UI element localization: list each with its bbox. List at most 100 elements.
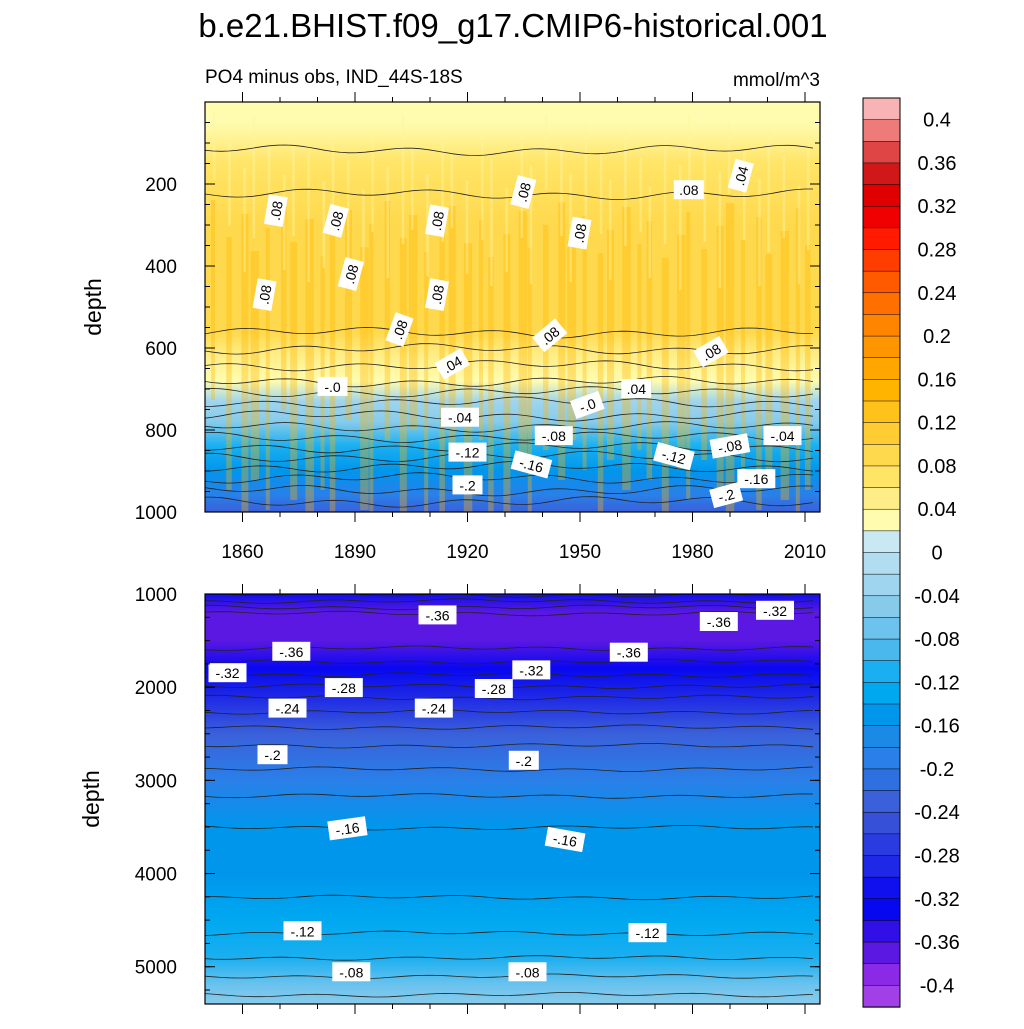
contour-label: .08 xyxy=(510,175,537,210)
texture-streak xyxy=(663,136,667,244)
y-tick-label: 2000 xyxy=(135,678,177,699)
contour-label-box xyxy=(418,605,457,625)
contour-line xyxy=(205,955,814,961)
contour-label: -.12 xyxy=(448,442,487,462)
contour-line xyxy=(205,766,814,772)
texture-streak xyxy=(765,254,773,470)
contour-label-text: .04 xyxy=(731,164,752,187)
contour-label-box xyxy=(327,816,368,841)
colorbar-swatch xyxy=(862,855,901,878)
contour-label: -.16 xyxy=(737,469,776,489)
contour-label: .08 xyxy=(425,278,449,312)
contour-label-box xyxy=(763,426,802,446)
contour-label-text: .08 xyxy=(326,209,347,232)
lower-panel-frame xyxy=(204,593,821,1005)
contour-label-text: -.0 xyxy=(324,379,341,395)
texture-streak xyxy=(529,166,533,284)
texture-streak xyxy=(805,245,811,490)
contour-label-text: -.36 xyxy=(617,645,641,661)
texture-streak xyxy=(527,248,532,512)
colorbar-swatch xyxy=(862,768,901,792)
contour-label: .08 xyxy=(673,180,704,200)
contour-label: -.32 xyxy=(512,660,551,680)
contour-label-text: -.0 xyxy=(577,395,598,416)
contour-label-box xyxy=(324,678,363,698)
texture-streak xyxy=(518,211,528,460)
texture-streak xyxy=(703,143,706,242)
contour-label-box xyxy=(425,278,449,312)
contour-label-box xyxy=(532,318,568,353)
texture-streak xyxy=(479,220,483,440)
contour-label: -.16 xyxy=(327,816,368,841)
texture-streak xyxy=(371,138,374,232)
texture-streak xyxy=(329,233,336,512)
colorbar-swatch xyxy=(862,487,901,510)
contour-label-text: -.36 xyxy=(707,614,731,630)
contour-line xyxy=(205,461,814,473)
contour-line xyxy=(205,421,814,433)
upper-panel: .08.08.08.08.08.08.04.08.08.08.08.08.08.… xyxy=(80,101,821,524)
contour-label-box xyxy=(252,278,277,312)
contour-line xyxy=(205,485,814,497)
texture-streak xyxy=(807,135,810,250)
texture-streak xyxy=(567,239,576,440)
colorbar-tick-label: -0.24 xyxy=(914,802,960,824)
contour-label-text: -.36 xyxy=(425,607,449,623)
contour-label: -.2 xyxy=(508,750,539,770)
texture-streak xyxy=(767,128,770,252)
contour-label-text: .08 xyxy=(679,182,699,198)
contour-label-text: -.04 xyxy=(770,428,794,444)
contour-label-text: -.08 xyxy=(339,964,363,980)
contour-label-box xyxy=(699,612,738,631)
texture-streak xyxy=(622,207,631,490)
contour-label: -.12 xyxy=(628,923,667,943)
contour-label: .08 xyxy=(385,312,414,347)
texture-streak xyxy=(741,240,745,480)
contour-label-box xyxy=(283,921,322,941)
contour-label-box xyxy=(609,642,648,662)
texture-streak xyxy=(782,157,786,238)
texture-streak xyxy=(384,201,391,440)
texture-streak xyxy=(797,186,801,284)
contour-label-text: -.32 xyxy=(519,662,543,678)
texture-streak xyxy=(243,168,246,272)
colorbar-tick-label: 0.24 xyxy=(918,283,957,305)
texture-streak xyxy=(758,179,761,286)
x-tick-label: 1980 xyxy=(671,542,713,563)
texture-streak xyxy=(369,224,374,512)
contour-label: .08 xyxy=(693,335,729,368)
contour-label: -.04 xyxy=(441,407,479,427)
contour-label-box xyxy=(567,216,592,250)
texture-streak xyxy=(241,214,249,512)
texture-streak xyxy=(607,230,614,460)
texture-streak xyxy=(465,181,469,274)
colorbar-swatch xyxy=(862,249,901,272)
colorbar-swatch xyxy=(862,227,901,251)
colorbar: 0.4 0.36 0.32 0.28 0.24 0.2 0.16 0.12 0.08 0.04 0 -… xyxy=(862,97,960,1008)
colorbar-tick-label: -0.08 xyxy=(914,629,960,651)
colorbar-swatch xyxy=(862,508,901,532)
contour-label: .08 xyxy=(322,203,349,238)
contour-label-text: -.12 xyxy=(290,923,314,939)
lower-panel-ylabel: depth xyxy=(78,770,104,828)
contour-label: -.2 xyxy=(257,745,288,765)
contour-line xyxy=(205,431,814,444)
contour-label: -.08 xyxy=(332,962,371,982)
contour-label-text: -.2 xyxy=(264,747,281,763)
texture-streak xyxy=(560,144,563,236)
contour-line xyxy=(205,396,814,408)
colorbar-swatch xyxy=(862,379,901,402)
contour-label-box xyxy=(474,679,513,698)
texture-streak xyxy=(211,200,215,400)
texture-streak xyxy=(347,160,350,280)
texture-streak xyxy=(686,212,691,500)
contour-label-box xyxy=(569,390,605,419)
upper-panel-texture xyxy=(211,110,811,512)
contour-line xyxy=(205,793,814,799)
contour-label-box xyxy=(709,433,751,459)
texture-streak xyxy=(448,206,456,450)
colorbar-swatch xyxy=(862,119,901,142)
contour-label-text: -.2 xyxy=(516,753,533,769)
texture-streak xyxy=(795,208,800,512)
contour-label-text: -.08 xyxy=(515,964,539,980)
